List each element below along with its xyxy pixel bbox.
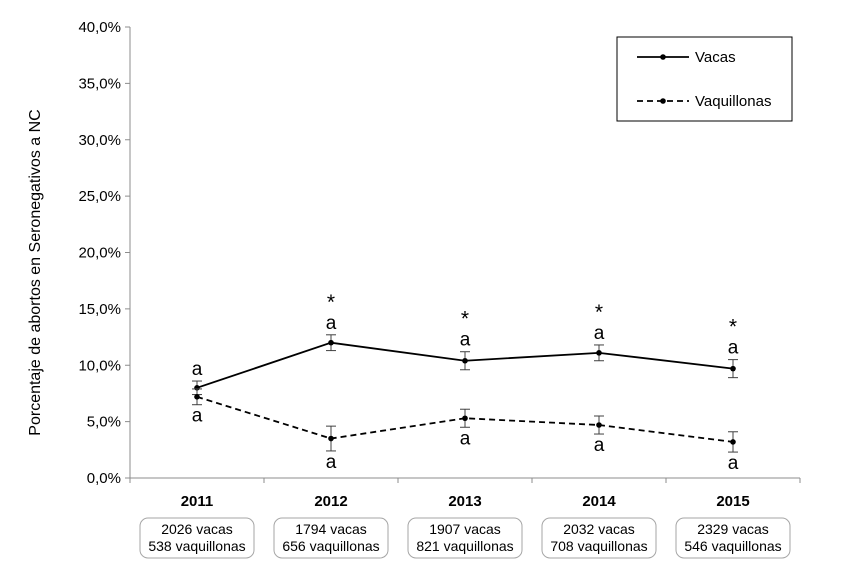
data-point	[194, 394, 200, 400]
data-point	[462, 357, 468, 364]
significance-star: *	[327, 291, 335, 314]
y-tick-label: 0,0%	[87, 470, 121, 487]
category-note-line: 656 vaquillonas	[282, 538, 379, 554]
legend-label: Vacas	[695, 49, 736, 66]
category-note-box	[139, 517, 255, 559]
y-axis-title: Porcentaje de abortos en Seronegativos a…	[27, 109, 44, 435]
legend-marker	[660, 54, 666, 60]
x-category-label: 2011	[181, 493, 214, 510]
legend-box	[616, 36, 793, 122]
point-annotation: a	[594, 435, 605, 456]
y-tick-label: 15,0%	[78, 301, 121, 318]
category-note-line: 538 vaquillonas	[148, 538, 245, 554]
y-tick-label: 25,0%	[78, 188, 121, 205]
significance-star: *	[729, 316, 737, 339]
category-note-line: 2329 vacas	[697, 521, 769, 537]
y-tick-label: 35,0%	[78, 75, 121, 92]
point-annotation: a	[460, 428, 471, 449]
y-tick-label: 40,0%	[78, 19, 121, 36]
point-annotation: a	[728, 453, 739, 474]
category-note-line: 2026 vacas	[161, 521, 233, 537]
category-note-box	[541, 517, 657, 559]
data-point	[730, 439, 736, 445]
category-note-line: 708 vaquillonas	[550, 538, 647, 554]
data-point	[328, 435, 334, 442]
data-point	[328, 339, 334, 346]
category-note-line: 1794 vacas	[295, 521, 367, 537]
legend-label: Vaquillonas	[695, 93, 771, 110]
y-tick-label: 5,0%	[87, 414, 121, 431]
significance-star: *	[461, 308, 469, 331]
category-note-box	[273, 517, 389, 559]
significance-star: *	[595, 301, 603, 324]
x-category-label: 2015	[716, 493, 749, 510]
x-category-label: 2013	[448, 493, 481, 510]
point-annotation: a	[192, 406, 203, 427]
category-note-line: 821 vaquillonas	[416, 538, 513, 554]
category-note-box	[407, 517, 523, 559]
legend-marker	[660, 98, 666, 104]
data-point	[730, 365, 736, 372]
point-annotation: a	[728, 338, 739, 359]
y-tick-label: 20,0%	[78, 245, 121, 262]
category-note-box	[675, 517, 791, 559]
category-note-line: 2032 vacas	[563, 521, 635, 537]
category-note-line: 546 vaquillonas	[684, 538, 781, 554]
point-annotation: a	[460, 330, 471, 351]
data-point	[596, 422, 602, 428]
y-tick-label: 30,0%	[78, 132, 121, 149]
point-annotation: a	[594, 323, 605, 344]
data-point	[596, 350, 602, 356]
point-annotation: a	[326, 452, 337, 473]
data-point	[462, 415, 468, 422]
point-annotation: a	[326, 313, 337, 334]
x-category-label: 2014	[582, 493, 616, 510]
x-category-label: 2012	[314, 493, 347, 510]
point-annotation: a	[192, 359, 203, 380]
y-tick-label: 10,0%	[78, 357, 121, 374]
category-note-line: 1907 vacas	[429, 521, 501, 537]
